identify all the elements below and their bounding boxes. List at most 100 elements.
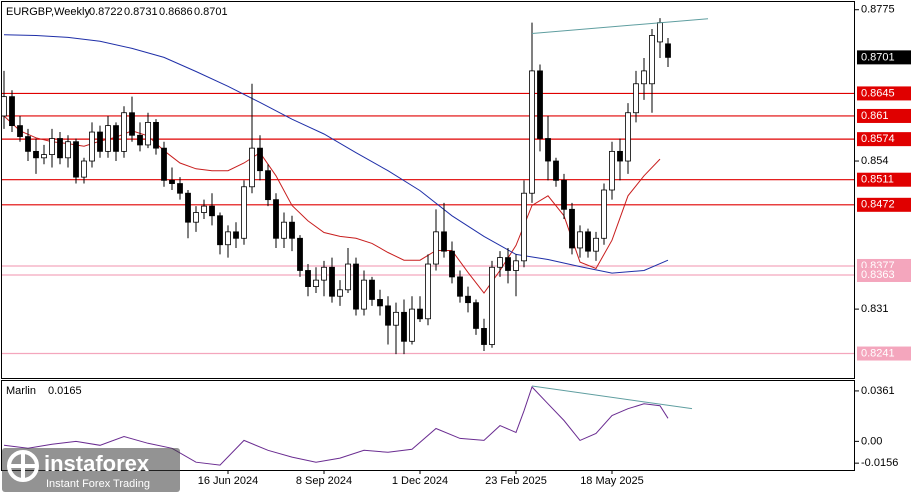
levels: [2, 92, 854, 355]
candle-body: [273, 199, 279, 239]
candle-body: [57, 138, 63, 159]
candle-body: [121, 112, 127, 152]
candle-body: [81, 160, 87, 178]
level-label-bg: [857, 132, 911, 147]
level-label-bg: [857, 108, 911, 123]
candle-body: [137, 134, 143, 146]
x-tick-label: 23 Feb 2025: [485, 475, 547, 487]
candle-body: [529, 70, 535, 194]
candle-body: [113, 125, 119, 152]
candle-body: [73, 141, 79, 178]
candle-body: [337, 289, 343, 297]
candle-body: [1, 96, 7, 117]
candle-body: [665, 43, 671, 58]
watermark: instaforex Instant Forex Trading: [2, 448, 180, 492]
indicator-trendline: [531, 385, 693, 410]
candle-body: [313, 279, 319, 287]
candle-body: [321, 266, 327, 281]
candle-body: [249, 147, 255, 188]
y-tick-label: 0.831: [861, 303, 889, 315]
candle-body: [609, 150, 615, 191]
candle-body: [369, 279, 375, 300]
candle-body: [105, 125, 111, 152]
candle-body: [513, 260, 519, 271]
indicator-y-tick-label: -0.0156: [861, 457, 898, 469]
axes: 0.8775 0.854 0.831 0.8645 0.861 0.8574 0.8511 0…: [198, 4, 911, 487]
candle-body: [377, 299, 383, 307]
level-label-bg: [857, 267, 911, 282]
x-tick-label: 1 Dec 2024: [392, 475, 448, 487]
candle-body: [465, 295, 471, 304]
level-label: 0.8472: [861, 199, 895, 211]
level-label: 0.8645: [861, 87, 895, 99]
candle-body: [289, 221, 295, 239]
candle-body: [225, 231, 231, 246]
header-high: 0.8731: [124, 6, 158, 18]
candle-body: [449, 250, 455, 278]
candle-body: [497, 257, 503, 268]
candle-body: [393, 311, 399, 326]
main-plot: [1, 18, 709, 355]
candle-body: [9, 96, 15, 127]
candle-body: [353, 263, 359, 310]
candle-body: [257, 147, 263, 172]
watermark-tagline: Instant Forex Trading: [46, 478, 150, 490]
header-low: 0.8686: [159, 6, 193, 18]
candle-body: [185, 192, 191, 223]
level-label: 0.8511: [861, 174, 894, 186]
indicator-panel-frame: [1, 380, 855, 471]
candle-body: [129, 112, 135, 136]
candle-body: [233, 231, 239, 239]
candle-body: [633, 83, 639, 114]
candle-body: [177, 183, 183, 194]
y-tick-label: 0.8775: [861, 4, 895, 16]
candle-body: [657, 22, 663, 43]
level-label-bg: [857, 346, 911, 361]
candle-body: [649, 35, 655, 85]
candle-body: [553, 160, 559, 181]
level-label: 0.861: [861, 110, 889, 122]
moving-average: [3, 34, 669, 274]
x-tick-label: 8 Sep 2024: [296, 475, 352, 487]
indicator-title: Marlin: [6, 385, 36, 397]
candle-body: [153, 121, 159, 149]
indicator-plot: [3, 385, 693, 466]
level-label: 0.8363: [861, 269, 895, 281]
candle-body: [41, 154, 47, 159]
candle-body: [361, 279, 367, 310]
price-label: 0.8701: [861, 51, 895, 63]
candle-body: [441, 231, 447, 252]
candle-body: [473, 302, 479, 329]
watermark-bg: [2, 448, 180, 492]
candle-body: [585, 231, 591, 252]
candle-body: [409, 308, 415, 342]
candle-body: [401, 311, 407, 342]
indicator-y-tick-label: 0.00: [861, 435, 882, 447]
candle-body: [265, 170, 271, 201]
candle-body: [505, 257, 511, 271]
candle-body: [593, 237, 599, 252]
candle-body: [489, 266, 495, 345]
level-label: 0.8574: [861, 133, 895, 145]
candle-body: [641, 70, 647, 85]
main-panel-frame: [1, 1, 855, 379]
candle-body: [65, 141, 71, 159]
indicator-y-tick-label: 0.0361: [861, 385, 895, 397]
trendline: [531, 18, 709, 35]
candle-body: [217, 215, 223, 246]
x-tick-label: 18 May 2025: [580, 475, 644, 487]
candle-body: [345, 263, 351, 291]
candle-body: [161, 147, 167, 181]
candle-body: [545, 138, 551, 162]
candle-body: [25, 136, 31, 152]
candle-body: [169, 179, 175, 184]
candle-body: [281, 221, 287, 239]
candle-body: [433, 231, 439, 265]
header-close: 0.8701: [194, 6, 228, 18]
candle-body: [17, 125, 23, 137]
candle-body: [521, 192, 527, 262]
candle-body: [577, 231, 583, 249]
level-label-bg: [857, 86, 911, 101]
candle-body: [457, 276, 463, 297]
